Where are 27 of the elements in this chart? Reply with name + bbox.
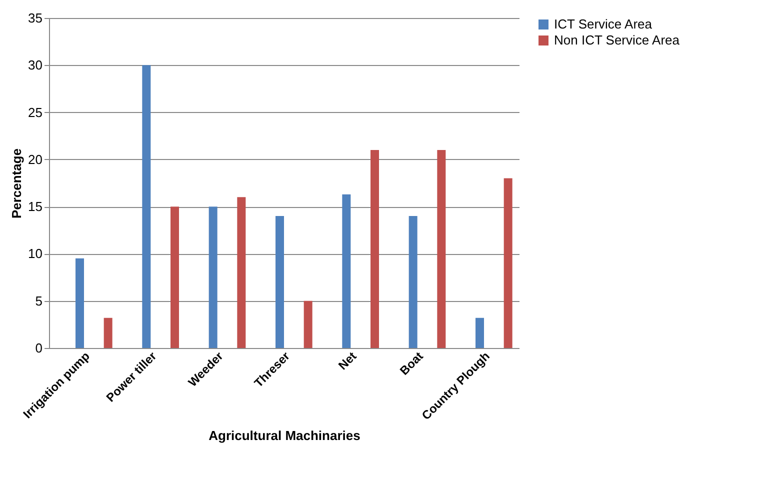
bar bbox=[304, 300, 312, 348]
bar bbox=[437, 150, 446, 348]
y-tick-label: 0 bbox=[35, 340, 42, 356]
bar bbox=[237, 197, 246, 348]
x-tick-label: Net bbox=[336, 349, 360, 373]
bar bbox=[76, 258, 84, 348]
y-tick-label: 20 bbox=[28, 152, 42, 167]
legend-label: Non ICT Service Area bbox=[554, 32, 680, 48]
bar bbox=[504, 178, 512, 348]
y-tick-label: 35 bbox=[28, 10, 42, 26]
bar bbox=[408, 216, 418, 348]
y-tick-label: 25 bbox=[28, 104, 42, 120]
y-tick-label: 15 bbox=[28, 199, 42, 214]
legend-label: ICT Service Area bbox=[554, 16, 653, 32]
y-axis-title: Percentage bbox=[9, 148, 24, 219]
bar bbox=[476, 318, 484, 348]
bar bbox=[142, 65, 151, 348]
bar bbox=[104, 318, 112, 348]
bar bbox=[170, 206, 179, 348]
bar bbox=[370, 150, 379, 348]
y-tick-label: 30 bbox=[28, 58, 42, 73]
bar bbox=[342, 194, 351, 348]
x-axis-title: Agricultural Machinaries bbox=[208, 428, 360, 443]
bar bbox=[276, 216, 284, 348]
y-tick-label: 10 bbox=[28, 246, 42, 262]
bar bbox=[208, 206, 218, 348]
y-tick-label: 5 bbox=[35, 293, 42, 308]
